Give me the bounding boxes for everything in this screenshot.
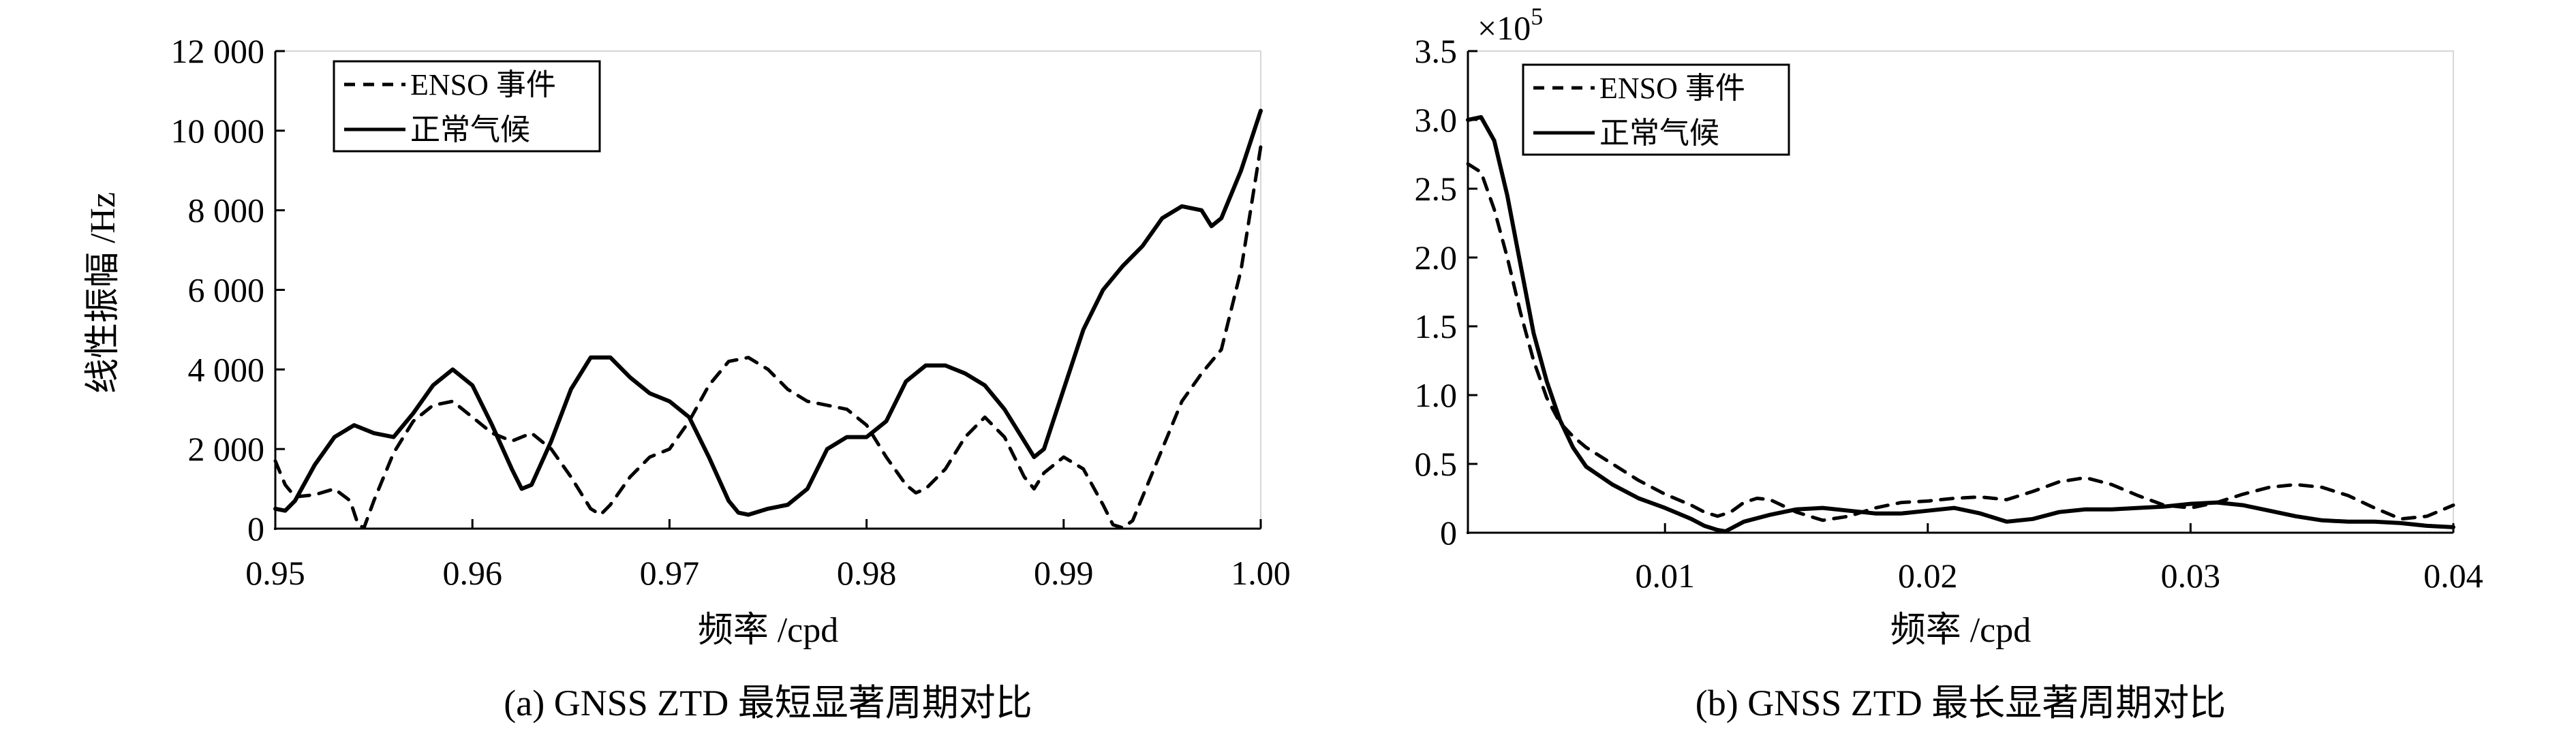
caption-a: (a) GNSS ZTD 最短显著周期对比 bbox=[504, 683, 1032, 723]
y-tick-label-a-5: 10 000 bbox=[171, 112, 265, 150]
y-tick-label-a-2: 4 000 bbox=[188, 350, 265, 388]
y-tick-label-b-1: 0.5 bbox=[1415, 445, 1458, 483]
caption-b: (b) GNSS ZTD 最长显著周期对比 bbox=[1696, 683, 2226, 723]
x-tick-label-a-4: 0.99 bbox=[1034, 554, 1094, 592]
x-tick-label-a-0: 0.95 bbox=[245, 554, 305, 592]
y-axis-label-a: 线性振幅 /Hz bbox=[84, 192, 123, 394]
series-group-a bbox=[273, 108, 1263, 530]
legend-box-b bbox=[1522, 63, 1790, 156]
x-tick-label-a-3: 0.98 bbox=[837, 554, 897, 592]
legend-a: ENSO 事件 正常气候 bbox=[333, 60, 601, 153]
ticks-group-b: 0.01 0.02 0.03 0.04 0 0.5 1.0 1.5 2.0 2.5 3.0 3.5 bbox=[1415, 32, 2483, 595]
y-multiplier-exp-b: 5 bbox=[1531, 3, 1543, 30]
x-tick-label-b-0: 0.01 bbox=[1635, 557, 1695, 595]
y-tick-label-b-6: 3.0 bbox=[1415, 101, 1458, 139]
y-multiplier-base-b: ×10 bbox=[1477, 9, 1531, 47]
y-tick-label-b-4: 2.0 bbox=[1415, 238, 1458, 277]
y-tick-label-b-0: 0 bbox=[1440, 514, 1457, 552]
x-tick-label-b-3: 0.04 bbox=[2423, 557, 2483, 595]
legend-b: ENSO 事件 正常气候 bbox=[1522, 63, 1790, 156]
x-tick-label-a-1: 0.96 bbox=[442, 554, 502, 592]
y-tick-label-a-1: 2 000 bbox=[188, 430, 265, 468]
legend-label-b-0: ENSO 事件 bbox=[1599, 72, 1745, 105]
series-line-b-0 bbox=[1466, 162, 2455, 523]
ticks-group-a: 0.95 0.96 0.97 0.98 0.99 1.00 0 2 000 4 000 6 000… bbox=[171, 32, 1291, 592]
x-axis-label-b: 频率 /cpd bbox=[1890, 611, 2031, 650]
legend-box-a bbox=[333, 60, 601, 153]
y-tick-label-b-5: 2.5 bbox=[1415, 170, 1458, 208]
y-tick-label-b-3: 1.5 bbox=[1415, 307, 1458, 345]
legend-label-a-0: ENSO 事件 bbox=[410, 68, 556, 102]
x-axis-label-a: 频率 /cpd bbox=[698, 611, 839, 650]
chart-panel-b: 0.01 0.02 0.03 0.04 0 0.5 1.0 1.5 2.0 2.5 3.0 3.5 ×… bbox=[1415, 3, 2483, 723]
x-tick-label-a-2: 0.97 bbox=[640, 554, 700, 592]
y-tick-label-a-4: 8 000 bbox=[188, 191, 265, 230]
series-line-a-1 bbox=[273, 108, 1263, 517]
x-tick-label-a-5: 1.00 bbox=[1231, 554, 1291, 592]
series-line-a-0 bbox=[273, 144, 1263, 530]
y-tick-label-b-7: 3.5 bbox=[1415, 32, 1458, 70]
y-tick-label-a-6: 12 000 bbox=[171, 32, 265, 70]
x-tick-label-b-1: 0.02 bbox=[1898, 557, 1958, 595]
x-tick-label-b-2: 0.03 bbox=[2161, 557, 2221, 595]
y-tick-label-a-0: 0 bbox=[247, 510, 264, 548]
chart-panel-a: 0.95 0.96 0.97 0.98 0.99 1.00 0 2 000 4 000 6 000… bbox=[84, 32, 1291, 723]
series-line-b-1 bbox=[1466, 115, 2455, 533]
y-tick-label-a-3: 6 000 bbox=[188, 271, 265, 309]
legend-label-a-1: 正常气候 bbox=[410, 113, 530, 146]
y-tick-label-b-2: 1.0 bbox=[1415, 376, 1458, 414]
legend-label-b-1: 正常气候 bbox=[1599, 116, 1719, 150]
y-multiplier-b: ×105 bbox=[1477, 3, 1543, 47]
series-group-b bbox=[1466, 115, 2455, 533]
